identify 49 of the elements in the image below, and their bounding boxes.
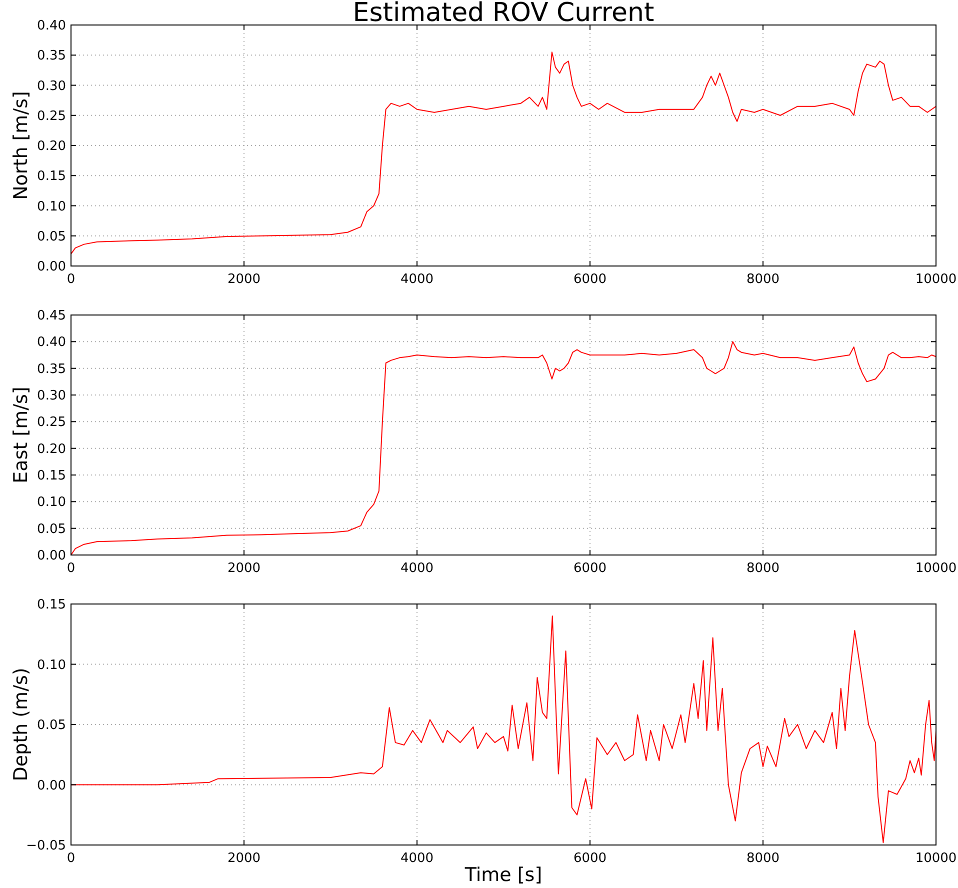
x-tick-label: 10000 (915, 851, 957, 866)
y-tick-label: 0.05 (37, 718, 66, 733)
x-tick-label: 0 (66, 561, 76, 576)
x-tick-label: 0 (66, 851, 76, 866)
x-tick-label: 6000 (573, 561, 607, 576)
x-tick-label: 8000 (746, 851, 780, 866)
y-tick-label: 0.15 (37, 598, 66, 612)
y-tick-label: 0.10 (37, 199, 66, 214)
y-tick-label: 0.20 (37, 139, 66, 154)
y-tick-label: 0.05 (37, 522, 66, 537)
y-tick-label: −0.05 (26, 838, 66, 854)
y-tick-label: 0.00 (37, 548, 66, 564)
x-tick-label: 2000 (227, 272, 261, 287)
y-tick-label: 0.30 (37, 78, 66, 94)
x-tick-label: 2000 (227, 851, 261, 866)
x-tick-label: 6000 (573, 272, 607, 287)
y-tick-label: 0.35 (37, 48, 66, 64)
y-axis-title: North [m/s] (10, 91, 32, 200)
y-tick-label: 0.15 (37, 468, 66, 484)
y-tick-label: 0.40 (37, 335, 66, 350)
y-axis-title: East [m/s] (10, 386, 32, 484)
y-tick-label: 0.10 (37, 658, 66, 673)
y-tick-label: 0.45 (37, 308, 66, 324)
y-tick-label: 0.20 (37, 442, 66, 457)
x-tick-label: 10000 (915, 561, 957, 576)
y-tick-label: 0.05 (37, 229, 66, 244)
y-axis-title: Depth (m/s) (10, 668, 32, 782)
y-tick-label: 0.10 (37, 495, 66, 510)
chart-title: Estimated ROV Current (352, 0, 654, 28)
y-tick-label: 0.40 (37, 18, 66, 34)
x-tick-label: 8000 (746, 272, 780, 287)
x-tick-label: 6000 (573, 851, 607, 866)
x-tick-label: 8000 (746, 561, 780, 576)
x-axis-title: Time [s] (464, 864, 542, 886)
y-tick-label: 0.35 (37, 362, 66, 377)
x-tick-label: 4000 (400, 851, 434, 866)
y-tick-label: 0.00 (37, 778, 66, 794)
x-tick-label: 4000 (400, 561, 434, 576)
y-tick-label: 0.25 (37, 415, 66, 430)
x-tick-label: 0 (66, 272, 76, 287)
y-tick-label: 0.30 (37, 388, 66, 404)
y-tick-label: 0.15 (37, 169, 66, 184)
y-tick-label: 0.00 (37, 260, 66, 274)
line-series (70, 341, 936, 556)
x-tick-label: 2000 (227, 561, 261, 576)
y-tick-label: 0.25 (37, 108, 66, 124)
x-tick-label: 4000 (400, 272, 434, 287)
x-tick-label: 10000 (915, 272, 957, 287)
line-series (70, 52, 936, 254)
